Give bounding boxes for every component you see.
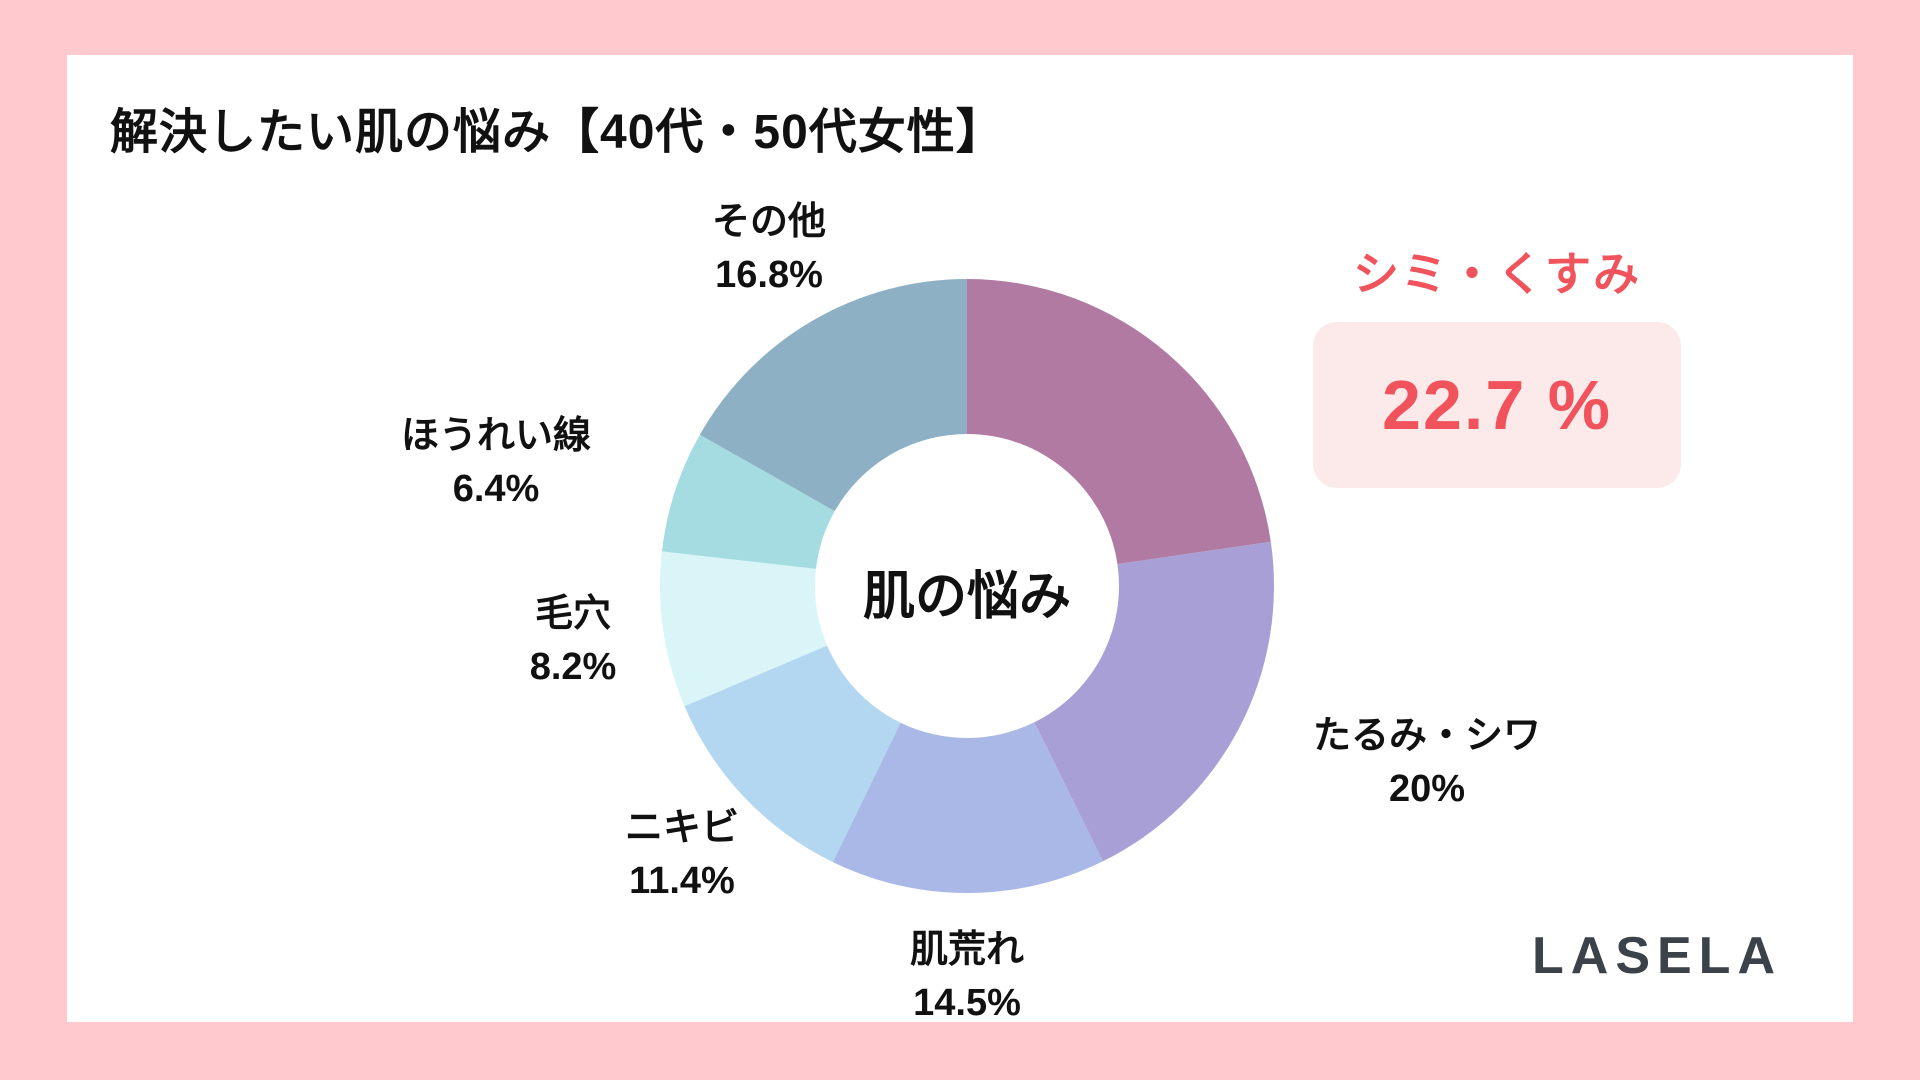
slice-name: ニキビ — [624, 807, 739, 849]
donut-slice-0 — [967, 279, 1271, 565]
slice-value: 16.8% — [715, 253, 823, 296]
donut-chart — [660, 279, 1274, 893]
donut-center-label: 肌の悩み — [862, 568, 1071, 626]
highlight-value: 22.7 % — [1382, 366, 1612, 444]
donut-slice-3 — [684, 645, 901, 863]
slice-name: ほうれい線 — [400, 415, 591, 457]
donut-slice-5 — [661, 434, 835, 569]
slice-value: 6.4% — [452, 467, 540, 510]
slice-label-nikibi: ニキビ 11.4% — [572, 804, 792, 905]
slice-name: 毛穴 — [534, 593, 611, 635]
slice-name: たるみ・シワ — [1312, 715, 1541, 757]
slice-value: 8.2% — [529, 645, 617, 688]
slice-value: 14.5% — [913, 981, 1021, 1024]
slice-label-tarumi-shiwa: たるみ・シワ 20% — [1282, 712, 1572, 813]
slice-name: 肌荒れ — [909, 929, 1024, 971]
brand-logo: LASELA — [1532, 927, 1782, 985]
donut-slice-2 — [832, 722, 1103, 893]
slice-value: 20% — [1388, 767, 1466, 810]
donut-slice-4 — [660, 551, 828, 707]
slice-name: その他 — [711, 201, 826, 243]
page-title: 解決したい肌の悩み【40代・50代女性】 — [110, 106, 1005, 159]
highlight-label: シミ・くすみ — [1353, 248, 1641, 300]
highlight-value-box: 22.7 % — [1313, 322, 1681, 488]
slice-label-houreisen: ほうれい線 6.4% — [366, 412, 626, 513]
slice-label-sonota: その他 16.8% — [659, 198, 879, 299]
donut-slice-1 — [1034, 541, 1274, 862]
slice-label-hadaare: 肌荒れ 14.5% — [857, 926, 1077, 1027]
slice-label-keana: 毛穴 8.2% — [463, 590, 683, 691]
donut-slice-6 — [699, 279, 967, 512]
slice-value: 11.4% — [629, 859, 735, 902]
